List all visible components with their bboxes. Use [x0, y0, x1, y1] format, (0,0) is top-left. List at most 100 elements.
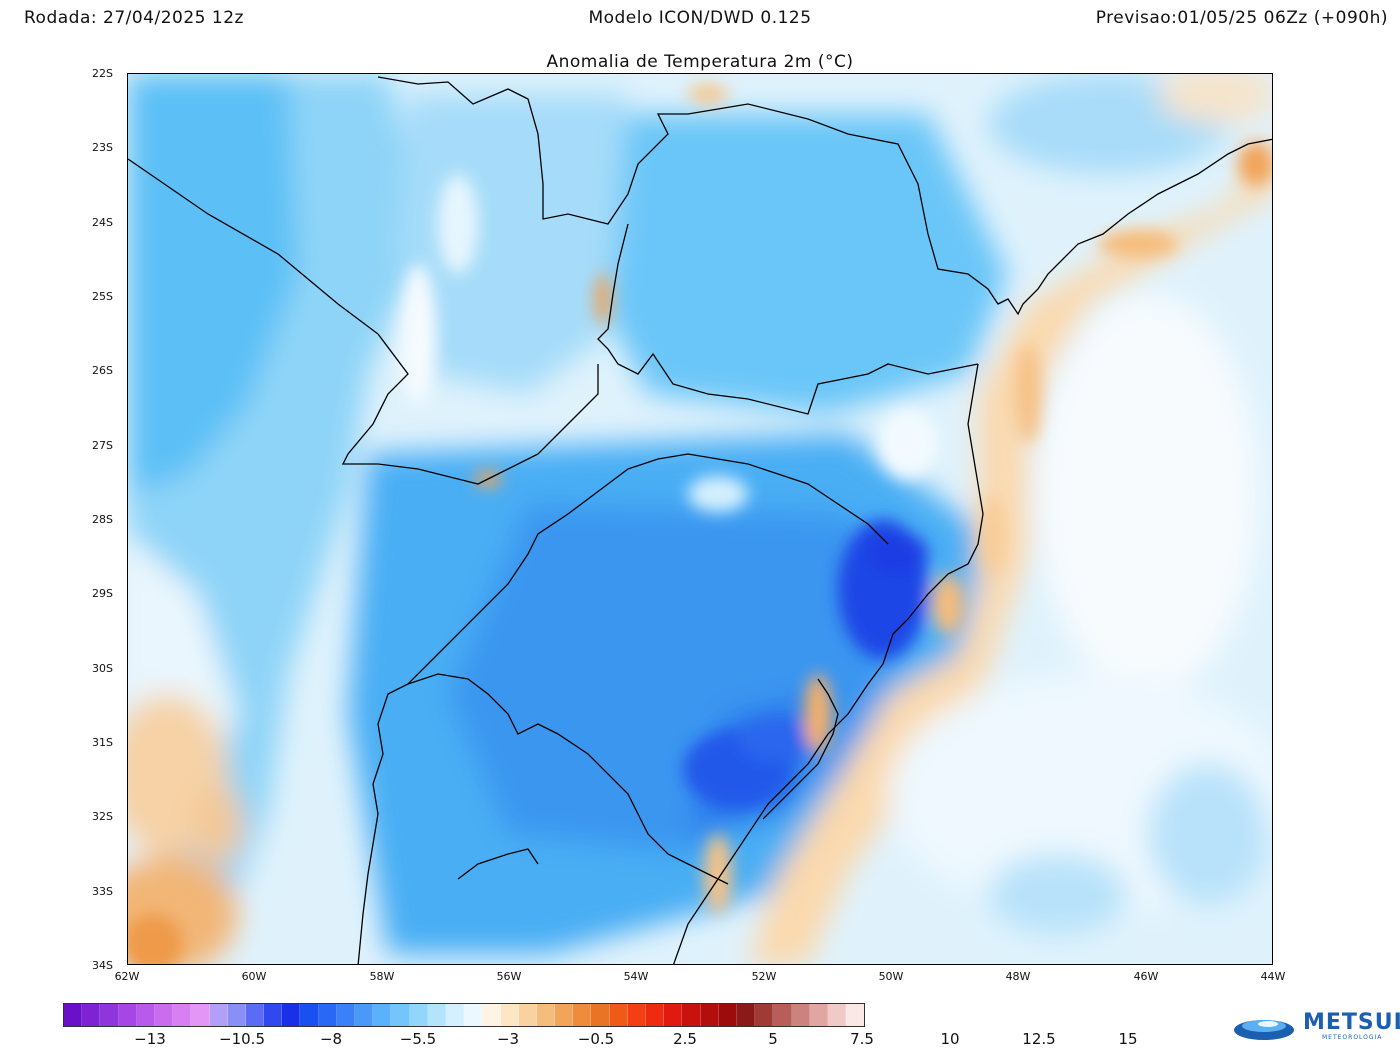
lon-label: 50W	[878, 970, 904, 983]
model-name-label: Modelo ICON/DWD 0.125	[588, 8, 812, 28]
scale-swatch	[573, 1004, 592, 1026]
scale-swatch	[318, 1004, 337, 1026]
scale-label: 12.5	[1022, 1030, 1056, 1048]
border-paraguay-argentina	[128, 158, 379, 335]
scale-swatch	[136, 1004, 155, 1026]
scale-swatch	[664, 1004, 683, 1026]
lon-label: 62W	[114, 970, 140, 983]
border-misiones	[341, 333, 599, 485]
scale-swatch	[427, 1004, 446, 1026]
scale-swatch	[755, 1004, 774, 1026]
scale-swatch	[846, 1004, 865, 1026]
scale-swatch	[809, 1004, 828, 1026]
lon-label: 60W	[241, 970, 267, 983]
lon-label: 56W	[496, 970, 522, 983]
rio-de-la-plata	[457, 848, 539, 880]
scale-swatch	[627, 1004, 646, 1026]
lat-label: 22S	[92, 67, 113, 80]
scale-swatch	[245, 1004, 265, 1026]
border-north	[377, 76, 1272, 316]
lat-label: 27S	[92, 439, 113, 452]
scale-swatch	[682, 1004, 701, 1026]
lat-label: 31S	[92, 736, 113, 749]
scale-label: −8	[319, 1030, 343, 1048]
logo-subtitle: METEOROLOGIA	[1322, 1034, 1383, 1041]
scale-swatch	[64, 1004, 83, 1026]
scale-swatch	[646, 1004, 665, 1026]
scale-swatch	[82, 1004, 101, 1026]
lon-label: 46W	[1133, 970, 1159, 983]
scale-swatch	[173, 1004, 192, 1026]
scale-swatch	[718, 1004, 737, 1026]
scale-label: 5	[768, 1030, 778, 1048]
scale-label: −10.5	[219, 1030, 265, 1048]
logo-wordmark: METSUL	[1303, 1010, 1400, 1035]
map-title: Anomalia de Temperatura 2m (°C)	[546, 52, 854, 72]
border-parana-sc	[597, 223, 979, 415]
scale-swatch	[591, 1004, 610, 1026]
forecast-time-label: Previsao:01/05/25 06Zz (+090h)	[1095, 8, 1388, 28]
scale-swatch	[282, 1004, 301, 1026]
scale-label: −3	[496, 1030, 520, 1048]
scale-swatch	[100, 1004, 119, 1026]
scale-swatch	[264, 1004, 283, 1026]
boundaries	[128, 76, 1272, 964]
scale-swatch	[518, 1004, 537, 1026]
scale-swatch	[227, 1004, 246, 1026]
scale-swatch	[464, 1004, 483, 1026]
lat-label: 23S	[92, 141, 113, 154]
scale-swatch	[355, 1004, 374, 1026]
coastline-south	[673, 363, 984, 964]
scale-swatch	[336, 1004, 355, 1026]
scale-swatch	[191, 1004, 210, 1026]
lagoa-dos-patos	[762, 678, 839, 820]
lon-label: 48W	[1005, 970, 1031, 983]
scale-swatch	[154, 1004, 174, 1026]
scale-label: −13	[134, 1030, 166, 1048]
scale-label: 15	[1118, 1030, 1138, 1048]
metsul-logo	[1234, 1020, 1294, 1040]
scale-swatch	[373, 1004, 392, 1026]
run-time-label: Rodada: 27/04/2025 12z	[24, 8, 244, 28]
scale-swatch	[827, 1004, 847, 1026]
scale-swatch	[209, 1004, 228, 1026]
lat-label: 30S	[92, 662, 113, 675]
lat-label: 26S	[92, 364, 113, 377]
scale-label: −0.5	[577, 1030, 615, 1048]
scale-label: 7.5	[850, 1030, 874, 1048]
border-rs-uruguay	[407, 673, 729, 885]
scale-swatch	[536, 1004, 556, 1026]
lat-label: 34S	[92, 959, 113, 972]
lon-label: 44W	[1260, 970, 1286, 983]
lat-label: 29S	[92, 587, 113, 600]
scale-swatch	[736, 1004, 756, 1026]
scale-swatch	[791, 1004, 810, 1026]
scale-swatch	[500, 1004, 519, 1026]
scale-swatch	[555, 1004, 574, 1026]
color-scale-bar	[63, 1003, 866, 1027]
lon-label: 54W	[623, 970, 649, 983]
lon-label: 58W	[369, 970, 395, 983]
lon-label: 52W	[751, 970, 777, 983]
scale-swatch	[391, 1004, 410, 1026]
lat-label: 33S	[92, 885, 113, 898]
map-canvas	[128, 74, 1272, 964]
border-uruguay-argentina	[357, 458, 659, 964]
lat-label: 24S	[92, 216, 113, 229]
scale-swatch	[445, 1004, 465, 1026]
scale-label: 2.5	[673, 1030, 697, 1048]
scale-label: −5.5	[399, 1030, 437, 1048]
scale-swatch	[773, 1004, 792, 1026]
scale-swatch	[609, 1004, 628, 1026]
lat-label: 32S	[92, 810, 113, 823]
scale-swatch	[700, 1004, 719, 1026]
scale-label: 10	[940, 1030, 960, 1048]
anomaly-detail	[128, 84, 1272, 964]
scale-swatch	[482, 1004, 501, 1026]
scale-swatch	[300, 1004, 319, 1026]
scale-swatch	[118, 1004, 137, 1026]
border-rs-sc	[657, 453, 889, 545]
temperature-anomaly-map[interactable]	[127, 73, 1273, 965]
lat-label: 25S	[92, 290, 113, 303]
lat-label: 28S	[92, 513, 113, 526]
